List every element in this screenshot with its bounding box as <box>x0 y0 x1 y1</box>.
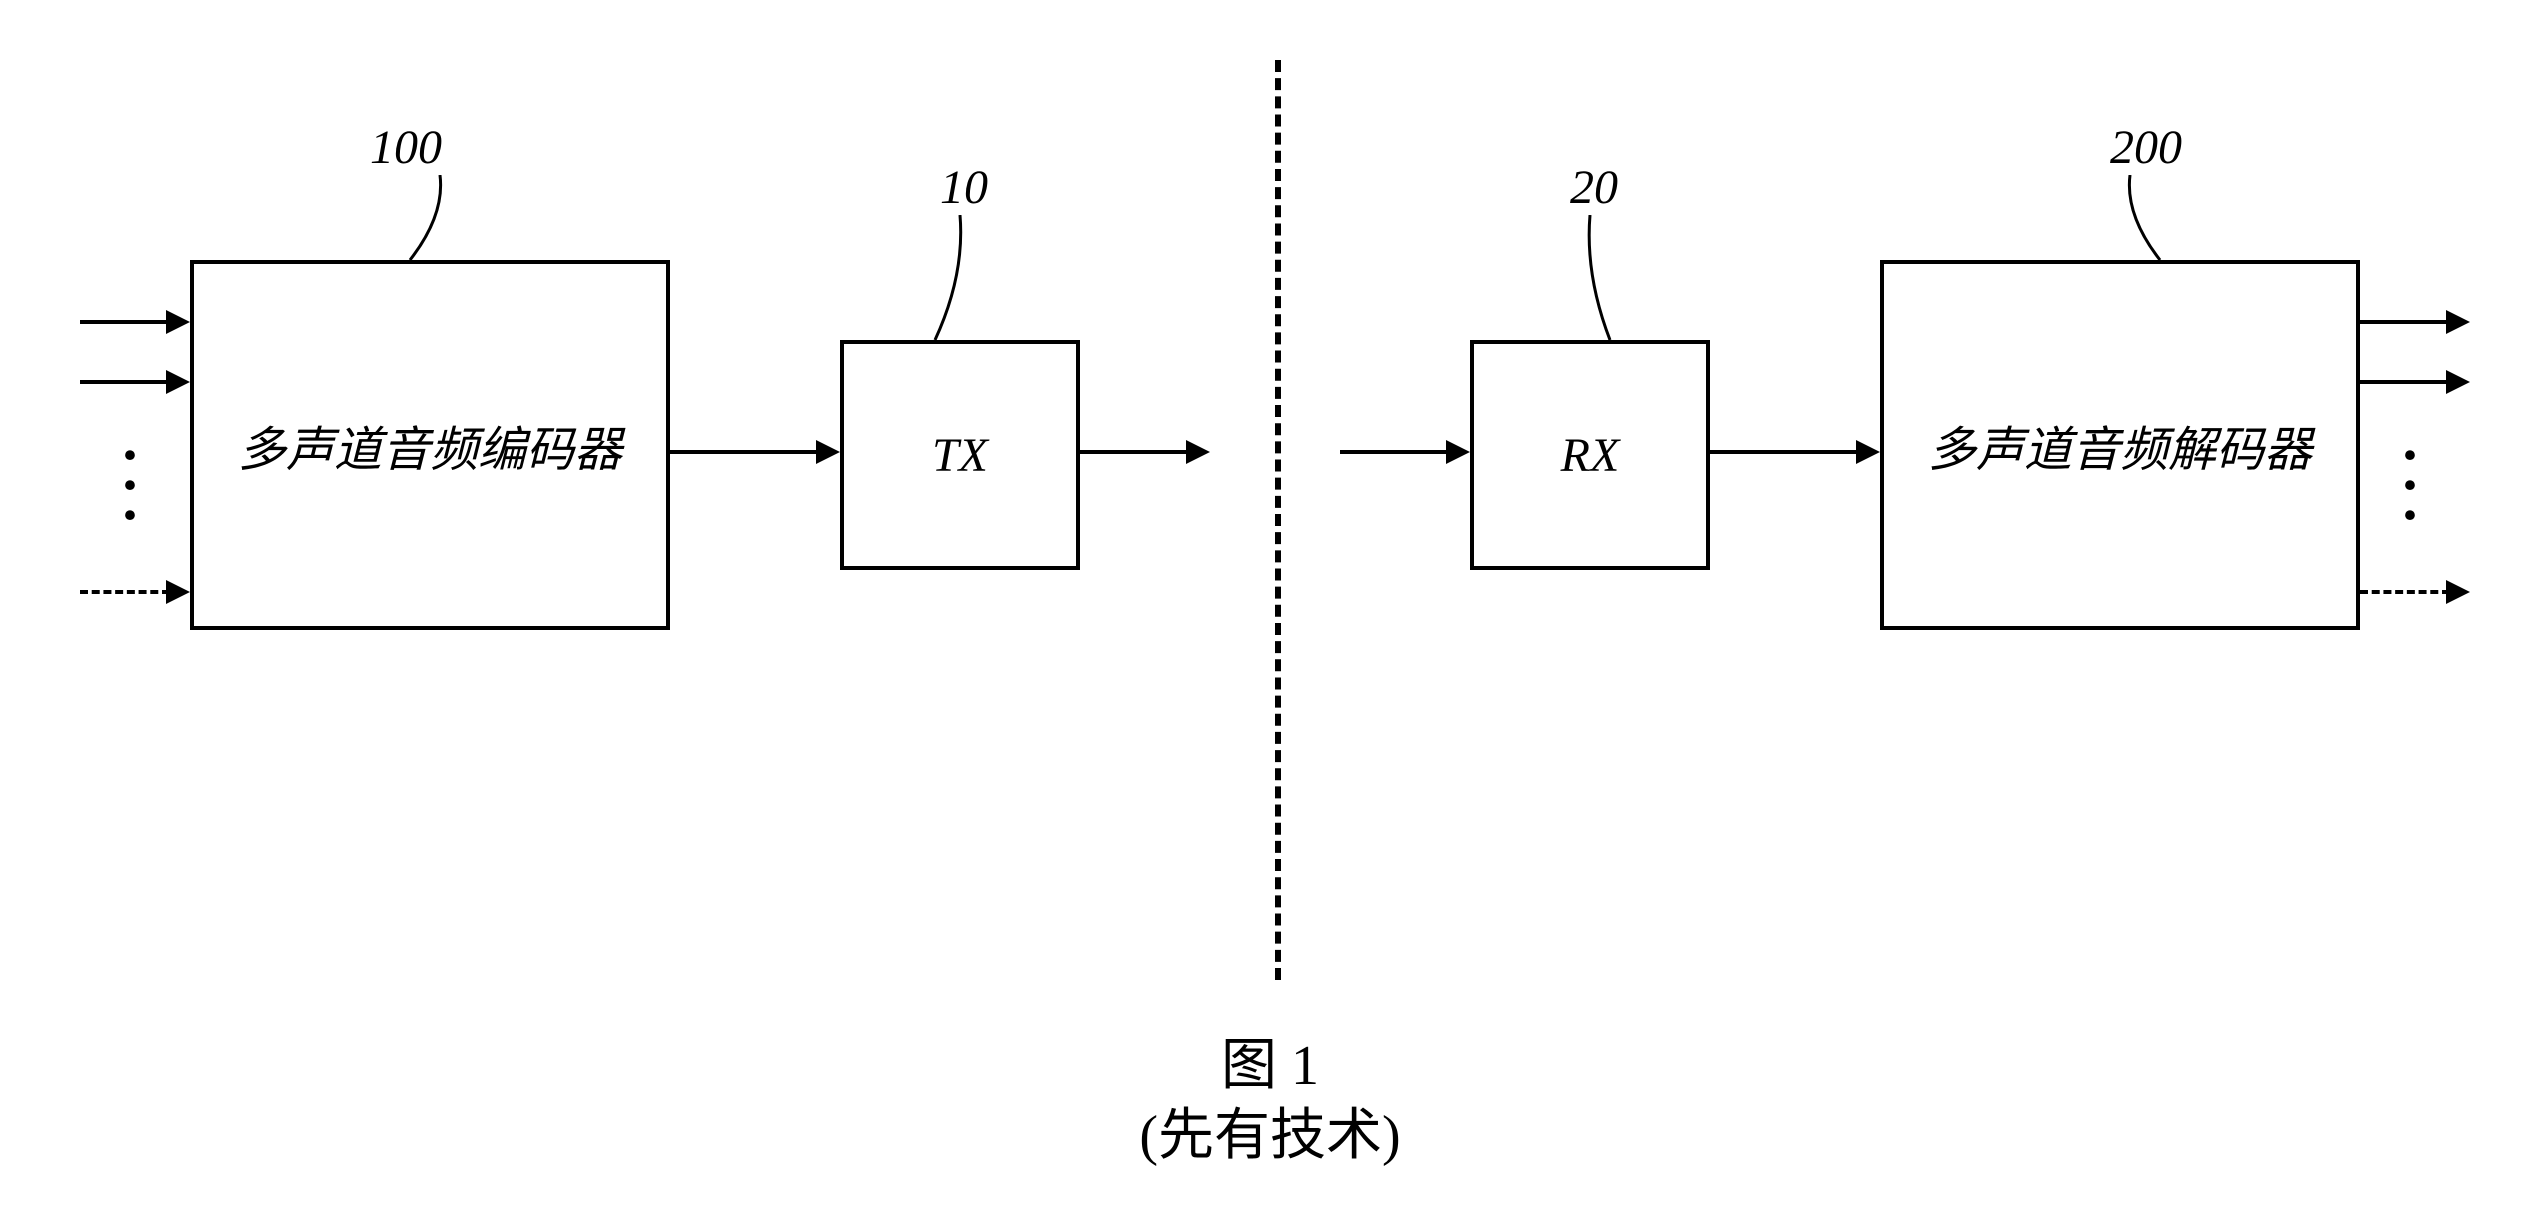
rx-leader <box>1555 215 1635 345</box>
decoder-vdots: ··· <box>2400 440 2420 530</box>
rx-to-decoder-arrowhead <box>1856 440 1880 464</box>
tx-label: TX <box>932 428 988 483</box>
encoder-in-arrowhead-dashed <box>166 580 190 604</box>
figure-caption-1: 图 1 <box>0 1020 2540 1101</box>
encoder-vdots: ··· <box>120 440 140 530</box>
tx-out-arrow <box>1080 450 1190 454</box>
tx-box: TX <box>840 340 1080 570</box>
encoder-ref: 100 <box>370 120 442 175</box>
encoder-to-tx-arrow <box>670 450 820 454</box>
tx-leader <box>920 215 1000 345</box>
decoder-box: 多声道音频解码器 <box>1880 260 2360 630</box>
decoder-leader <box>2095 175 2185 265</box>
encoder-in-arrowhead-2 <box>166 370 190 394</box>
decoder-out-arrowhead-1 <box>2446 310 2470 334</box>
rx-in-arrow <box>1340 450 1450 454</box>
encoder-box: 多声道音频编码器 <box>190 260 670 630</box>
decoder-label: 多声道音频解码器 <box>1928 410 2312 480</box>
rx-in-arrowhead <box>1446 440 1470 464</box>
block-diagram: 多声道音频编码器 100 TX 10 RX 20 多声道音频解码器 200 ··… <box>0 0 2540 1210</box>
encoder-leader <box>390 175 470 265</box>
encoder-to-tx-arrowhead <box>816 440 840 464</box>
figure-caption-2: (先有技术) <box>0 1090 2540 1171</box>
decoder-out-arrowhead-2 <box>2446 370 2470 394</box>
rx-box: RX <box>1470 340 1710 570</box>
encoder-in-arrow-2 <box>80 380 170 384</box>
decoder-ref: 200 <box>2110 120 2182 175</box>
decoder-out-arrow-1 <box>2360 320 2450 324</box>
tx-out-arrowhead <box>1186 440 1210 464</box>
decoder-out-arrow-dashed <box>2360 590 2450 594</box>
decoder-out-arrow-2 <box>2360 380 2450 384</box>
center-divider <box>1275 60 1281 980</box>
encoder-label: 多声道音频编码器 <box>238 410 622 480</box>
encoder-in-arrow-1 <box>80 320 170 324</box>
encoder-in-arrow-dashed <box>80 590 170 594</box>
rx-to-decoder-arrow <box>1710 450 1860 454</box>
encoder-in-arrowhead-1 <box>166 310 190 334</box>
tx-ref: 10 <box>940 160 988 215</box>
decoder-out-arrowhead-dashed <box>2446 580 2470 604</box>
rx-ref: 20 <box>1570 160 1618 215</box>
rx-label: RX <box>1561 428 1620 483</box>
